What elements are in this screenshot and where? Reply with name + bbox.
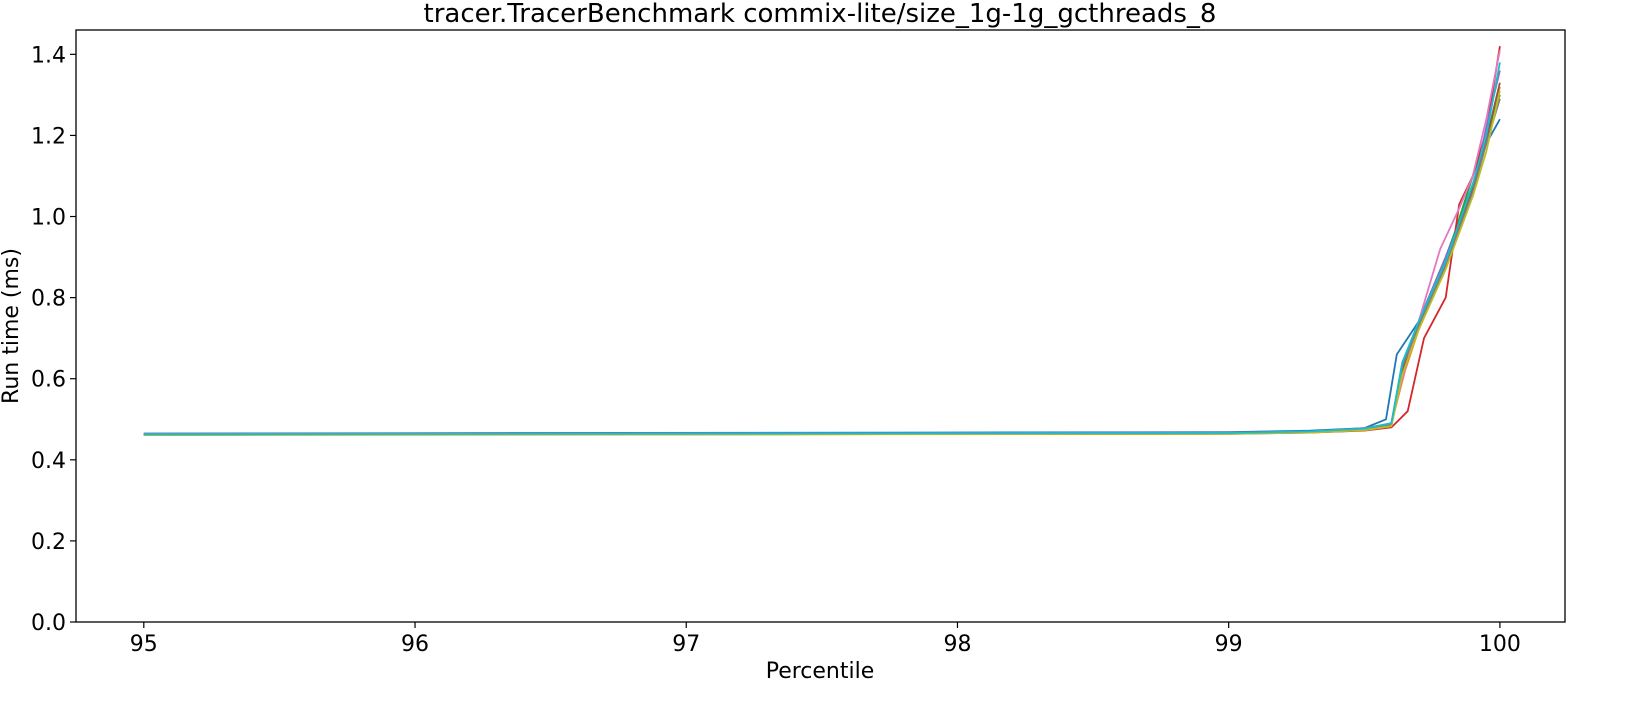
series-line-9: [143, 90, 1501, 436]
series-line-6: [143, 82, 1501, 436]
series-line-1: [143, 118, 1501, 435]
plot-frame: [75, 29, 1566, 623]
chart-title: tracer.TracerBenchmark commix-lite/size_…: [424, 0, 1217, 29]
series-line-4: [143, 46, 1501, 436]
y-tick-label: 1.4: [31, 43, 66, 68]
y-tick-label: 0.8: [31, 287, 66, 312]
x-tick-label: 99: [1215, 632, 1243, 657]
y-tick-label: 1.0: [31, 206, 66, 231]
y-axis: 0.0 0.2 0.4 0.6 0.8 1.0 1.2 1.4: [31, 43, 76, 636]
x-axis: 95 96 97 98 99 100: [130, 622, 1521, 657]
x-tick-label: 100: [1479, 632, 1521, 657]
series-line-5: [143, 70, 1501, 435]
x-tick-label: 97: [672, 632, 700, 657]
x-tick-label: 96: [401, 632, 429, 657]
x-tick-label: 98: [943, 632, 971, 657]
y-axis-label: Run time (ms): [0, 248, 24, 404]
series-line-2: [143, 86, 1501, 436]
y-tick-label: 0.4: [31, 449, 66, 474]
x-axis-label: Percentile: [766, 659, 875, 684]
series-line-7: [143, 50, 1501, 436]
series-line-3: [143, 94, 1501, 436]
plot-series: [143, 46, 1501, 436]
y-tick-label: 0.2: [31, 530, 66, 555]
x-tick-label: 95: [130, 632, 158, 657]
y-tick-label: 1.2: [31, 124, 66, 149]
series-line-10: [143, 62, 1501, 436]
y-tick-label: 0.0: [31, 611, 66, 636]
y-tick-label: 0.6: [31, 368, 66, 393]
series-line-8: [143, 98, 1501, 436]
